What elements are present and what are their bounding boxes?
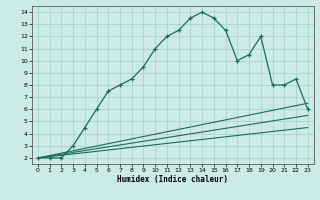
X-axis label: Humidex (Indice chaleur): Humidex (Indice chaleur): [117, 175, 228, 184]
